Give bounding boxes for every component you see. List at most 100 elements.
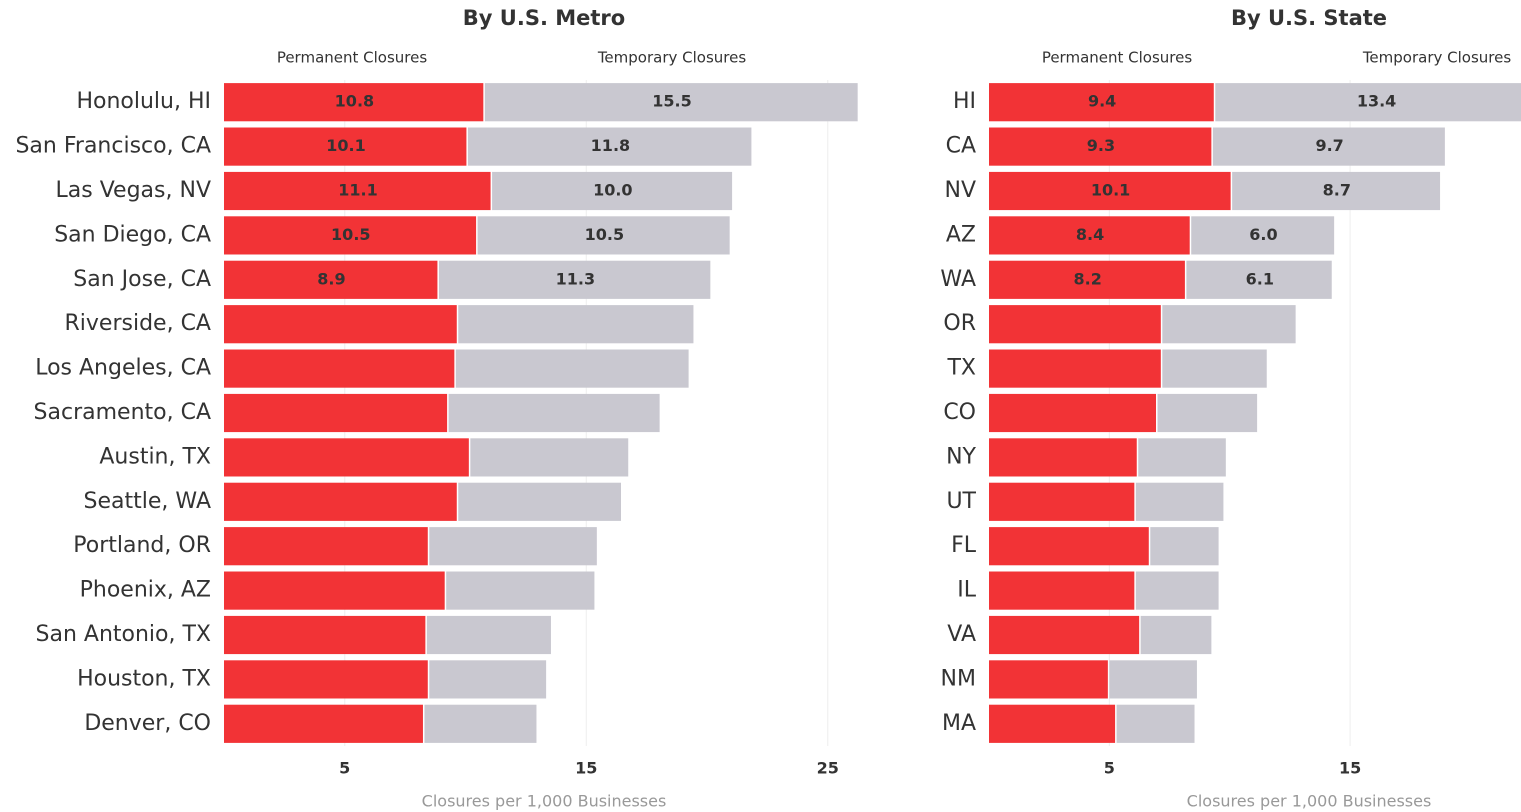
y-tick-label: WA: [940, 267, 976, 292]
y-tick-label: UT: [946, 489, 976, 514]
bar-segment: [470, 438, 629, 477]
bar-segment: [224, 171, 491, 211]
bar-segment: [1232, 171, 1441, 211]
y-tick-label: Honolulu, HI: [76, 89, 211, 114]
value-label: 11.1: [338, 181, 377, 200]
value-label: 8.7: [1323, 181, 1351, 200]
y-tick-label: VA: [947, 622, 976, 647]
legend-label: Permanent Closures: [1042, 49, 1193, 67]
chart-title: By U.S. Metro: [463, 6, 625, 30]
bar-segment: [1212, 127, 1445, 166]
x-tick-label: 5: [1104, 759, 1115, 778]
value-label: 9.4: [1088, 92, 1116, 111]
y-tick-label: AZ: [946, 222, 976, 247]
bar-segment: [224, 482, 457, 521]
legend-label: Permanent Closures: [277, 49, 428, 67]
bar-segment: [224, 660, 428, 699]
value-label: 10.1: [326, 136, 365, 155]
x-tick-label: 25: [817, 759, 839, 778]
value-label: 10.8: [335, 92, 374, 111]
bar-segment: [424, 704, 537, 743]
bar-segment: [989, 438, 1137, 477]
x-axis-title: Closures per 1,000 Businesses: [1187, 792, 1432, 811]
y-tick-label: Phoenix, AZ: [80, 578, 211, 603]
x-tick-label: 5: [339, 759, 350, 778]
value-label: 10.5: [585, 225, 624, 244]
y-tick-label: OR: [943, 311, 976, 336]
y-tick-label: Seattle, WA: [84, 489, 211, 514]
bar-segment: [458, 482, 621, 521]
chart-title: By U.S. State: [1231, 6, 1387, 30]
y-tick-label: MA: [942, 711, 976, 736]
value-label: 11.3: [556, 269, 595, 288]
value-label: 10.5: [331, 225, 370, 244]
bar-segment: [224, 305, 457, 344]
bar-segment: [224, 349, 455, 388]
x-tick-label: 15: [575, 759, 597, 778]
y-tick-label: Los Angeles, CA: [35, 356, 211, 381]
bar-segment: [989, 305, 1161, 344]
value-label: 13.4: [1357, 92, 1396, 111]
bar-segment: [1150, 527, 1219, 566]
bar-segment: [224, 260, 438, 299]
bar-segment: [989, 83, 1214, 122]
y-tick-label: IL: [957, 578, 976, 603]
value-label: 8.2: [1074, 269, 1102, 288]
y-tick-label: San Antonio, TX: [36, 622, 211, 647]
bar-segment: [224, 127, 467, 166]
bar-segment: [1157, 393, 1258, 433]
bar-segment: [989, 660, 1108, 699]
bar-segment: [989, 615, 1140, 655]
bar-segment: [989, 171, 1231, 211]
bar-segment: [448, 393, 660, 433]
bar-segment: [1162, 349, 1267, 388]
bar-segment: [989, 349, 1161, 388]
bar-segment: [989, 216, 1190, 255]
bar-segment: [224, 83, 484, 122]
bar-segment: [492, 171, 733, 211]
value-label: 15.5: [652, 92, 691, 111]
bar-segment: [1138, 438, 1226, 477]
y-tick-label: HI: [953, 89, 976, 114]
y-tick-label: NY: [946, 444, 976, 469]
y-tick-label: NV: [944, 178, 976, 203]
legend-label: Temporary Closures: [1362, 49, 1512, 67]
y-tick-label: FL: [951, 533, 977, 558]
y-tick-label: NM: [941, 666, 976, 691]
bar-segment: [458, 305, 694, 344]
bar-segment: [1140, 615, 1212, 655]
value-label: 6.0: [1249, 225, 1277, 244]
bar-segment: [224, 571, 445, 610]
bar-segment: [989, 260, 1185, 299]
y-tick-label: Austin, TX: [99, 444, 211, 469]
y-tick-label: Riverside, CA: [65, 311, 211, 336]
value-label: 11.8: [591, 136, 630, 155]
bar-segment: [477, 216, 730, 255]
y-tick-label: CA: [946, 134, 976, 159]
value-label: 9.3: [1087, 136, 1115, 155]
bar-segment: [989, 393, 1157, 433]
bar-segment: [429, 527, 597, 566]
y-tick-label: Sacramento, CA: [34, 400, 211, 425]
value-label: 10.0: [593, 181, 632, 200]
y-tick-label: San Jose, CA: [73, 267, 211, 292]
bar-segment: [989, 127, 1212, 166]
x-axis-title: Closures per 1,000 Businesses: [422, 792, 667, 811]
y-tick-label: Las Vegas, NV: [56, 178, 211, 203]
y-tick-label: San Francisco, CA: [15, 134, 211, 159]
bar-segment: [1135, 482, 1224, 521]
bar-segment: [426, 615, 551, 655]
bar-segment: [224, 438, 469, 477]
bar-segment: [455, 349, 689, 388]
bar-segment: [429, 660, 547, 699]
value-label: 8.9: [317, 269, 345, 288]
bar-segment: [1116, 704, 1195, 743]
bar-segment: [1162, 305, 1296, 344]
legend-label: Temporary Closures: [597, 49, 747, 67]
bar-segment: [989, 571, 1135, 610]
bar-segment: [224, 393, 448, 433]
bar-segment: [224, 527, 428, 566]
value-label: 10.1: [1091, 181, 1130, 200]
bar-segment: [1186, 260, 1332, 299]
